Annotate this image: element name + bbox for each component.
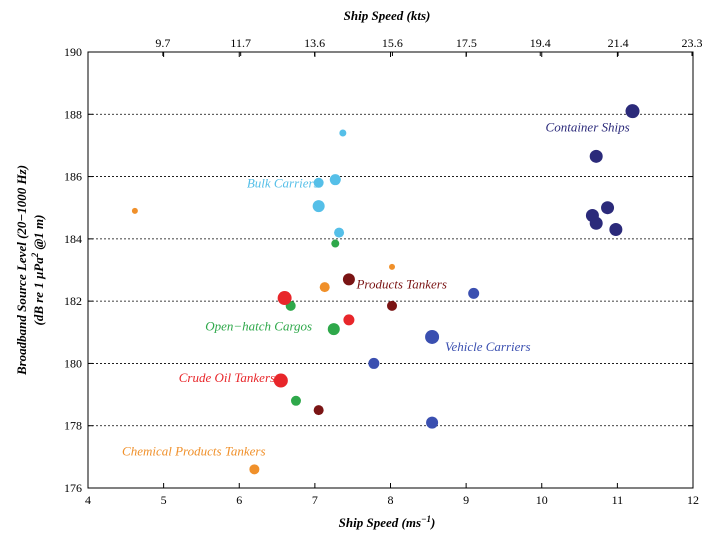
data-points <box>131 104 640 475</box>
x2-tick-label: 13.6 <box>304 36 325 50</box>
x2-tick-label: 17.5 <box>456 36 477 50</box>
x-tick-label: 9 <box>463 493 469 507</box>
x-tick-label: 8 <box>388 493 394 507</box>
point-bulk-carriers <box>334 227 345 238</box>
point-bulk-carriers <box>312 200 325 213</box>
x-tick-label: 5 <box>161 493 167 507</box>
y-tick-label: 190 <box>64 45 82 59</box>
x-tick-label: 6 <box>236 493 242 507</box>
x-tick-label: 7 <box>312 493 318 507</box>
y-axis-title-line1: Broadband Source Level (20−1000 Hz) <box>14 165 29 376</box>
point-crude-oil-tankers <box>343 314 355 326</box>
y-tick-label: 178 <box>64 419 82 433</box>
point-crude-oil-tankers <box>273 373 288 388</box>
x-axis-title-sup: −1 <box>421 514 431 524</box>
point-products-tankers <box>387 300 398 311</box>
label-container-ships: Container Ships <box>546 119 630 134</box>
point-chemical-products-tankers <box>131 207 138 214</box>
x-axis-title: Ship Speed (ms−1) <box>339 514 436 530</box>
point-open-hatch-cargos <box>290 395 301 406</box>
point-bulk-carriers <box>329 174 341 186</box>
y-tick-label: 176 <box>64 481 82 495</box>
x2-tick-label: 19.4 <box>530 36 551 50</box>
x2-tick-label: 21.4 <box>608 36 629 50</box>
point-vehicle-carriers <box>368 357 380 369</box>
point-bulk-carriers <box>313 177 324 188</box>
x2-tick-label: 23.3 <box>681 36 702 50</box>
point-products-tankers <box>342 273 355 286</box>
point-open-hatch-cargos <box>327 323 340 336</box>
point-vehicle-carriers <box>426 416 439 429</box>
x-axis-title-close: ) <box>430 515 435 530</box>
point-container-ships <box>625 104 640 119</box>
point-container-ships <box>609 223 623 237</box>
x-tick-label: 4 <box>85 493 91 507</box>
x-tick-label: 11 <box>612 493 624 507</box>
axis-ticks: 4 5 6 7 8 9 10 11 12 176 178 180 182 184 186 188 190 9.7 1… <box>64 36 702 507</box>
y-tick-label: 184 <box>64 232 82 246</box>
x2-tick-label: 9.7 <box>155 36 170 50</box>
point-products-tankers <box>313 405 324 416</box>
y-axis-title-line2-sup: 2 <box>30 252 40 258</box>
point-open-hatch-cargos <box>331 239 340 248</box>
point-chemical-products-tankers <box>319 282 330 293</box>
x2-tick-label: 11.7 <box>230 36 251 50</box>
y-tick-label: 182 <box>64 294 82 308</box>
point-container-ships <box>589 149 603 163</box>
label-products-tankers: Products Tankers <box>355 277 446 292</box>
y-axis-title-line2: (dB re 1 μPa2 @1 m) <box>30 214 46 325</box>
point-vehicle-carriers <box>468 287 480 299</box>
label-open-hatch-cargos: Open−hatch Cargos <box>205 319 312 334</box>
label-bulk-carriers: Bulk Carriers <box>247 175 319 190</box>
y-tick-label: 188 <box>64 107 82 121</box>
point-container-ships <box>601 201 615 215</box>
label-crude-oil-tankers: Crude Oil Tankers <box>179 370 275 385</box>
x-tick-label: 10 <box>536 493 548 507</box>
y-axis-title: Broadband Source Level (20−1000 Hz) (dB … <box>14 165 46 376</box>
point-vehicle-carriers <box>425 329 440 344</box>
grid-lines <box>88 113 693 427</box>
x-tick-label: 12 <box>687 493 699 507</box>
point-chemical-products-tankers <box>249 464 260 475</box>
point-container-ships <box>589 216 603 230</box>
x-axis-title-main: Ship Speed (ms <box>339 515 421 530</box>
point-bulk-carriers <box>339 129 347 137</box>
plot-frame <box>87 51 694 489</box>
x2-axis-title: Ship Speed (kts) <box>344 8 431 23</box>
x2-tick-label: 15.6 <box>382 36 403 50</box>
point-chemical-products-tankers <box>389 263 396 270</box>
y-tick-label: 180 <box>64 356 82 370</box>
y-axis-title-line2-suffix: @1 m) <box>31 214 46 252</box>
point-crude-oil-tankers <box>277 291 292 306</box>
label-vehicle-carriers: Vehicle Carriers <box>445 339 531 354</box>
label-chemical-products-tankers: Chemical Products Tankers <box>122 443 265 458</box>
series-labels: Container Ships Bulk Carriers Products Tan… <box>122 119 630 458</box>
y-axis-title-line2-prefix: (dB re 1 μPa <box>31 257 46 326</box>
y-tick-label: 186 <box>64 170 82 184</box>
